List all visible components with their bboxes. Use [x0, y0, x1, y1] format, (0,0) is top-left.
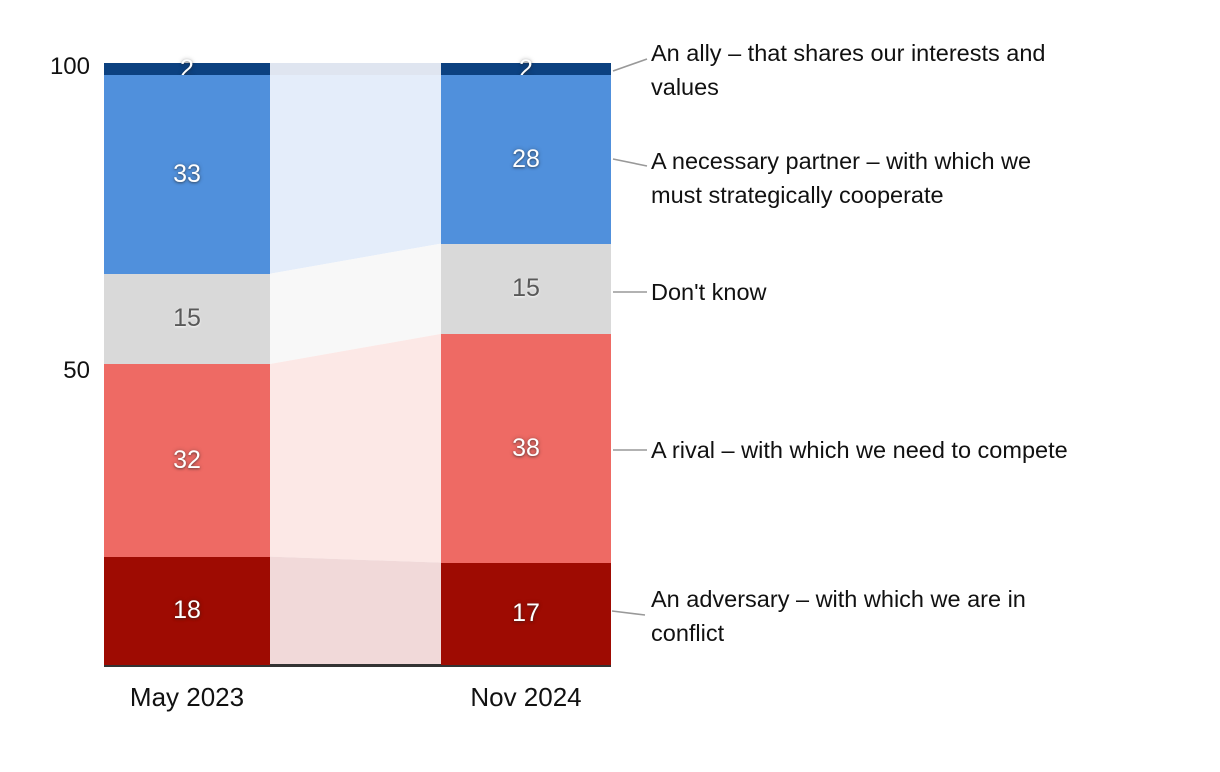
segment-value-label: 38 — [512, 433, 540, 462]
bar-segment: 33 — [104, 75, 270, 274]
leader-line-adversary — [611, 610, 646, 616]
bar-segment: 28 — [441, 75, 611, 244]
legend-label-adversary: An adversary – with which we are in conf… — [651, 586, 1026, 646]
segment-value-label: 33 — [173, 159, 201, 188]
segment-value-label: 32 — [173, 445, 201, 474]
connector-bands — [270, 63, 441, 665]
connector-band — [270, 75, 441, 274]
connector-band — [270, 556, 441, 665]
segment-value-label: 2 — [519, 54, 533, 83]
connector-band — [270, 63, 441, 76]
segment-value-label: 28 — [512, 144, 540, 173]
bar-segment: 15 — [104, 273, 270, 364]
legend-label-dont-know: Don't know — [651, 279, 767, 305]
bar-segment: 2 — [104, 54, 270, 83]
leader-line-ally — [612, 58, 648, 72]
legend-label-rival: A rival – with which we need to compete — [651, 437, 1068, 463]
segment-value-label: 15 — [173, 304, 201, 333]
bar-segment: 17 — [441, 562, 611, 665]
legend-label-ally: An ally – that shares our interests and … — [651, 40, 1046, 100]
x-label-may-2023: May 2023 — [129, 682, 245, 712]
connector-band — [270, 243, 441, 364]
bar-segment: 32 — [104, 364, 270, 557]
legend-label-partner: A necessary partner – with which we must… — [651, 148, 1032, 208]
connector-band — [270, 333, 441, 563]
y-axis-tick-100: 100 — [49, 53, 90, 80]
bar-segment: 18 — [104, 556, 270, 665]
bar-segment: 38 — [441, 333, 611, 563]
bar-segment: 15 — [441, 243, 611, 334]
bar-segment: 2 — [441, 54, 611, 83]
segment-value-label: 17 — [512, 599, 540, 628]
x-axis-line — [104, 664, 611, 667]
segment-value-label: 18 — [173, 596, 201, 625]
y-axis-tick-50: 50 — [63, 357, 90, 384]
leader-line-partner — [612, 158, 648, 167]
segment-value-label: 15 — [512, 274, 540, 303]
x-label-nov-2024: Nov 2024 — [470, 682, 582, 712]
plot-area: 2 33 15 32 18 2 28 15 38 17 — [104, 54, 611, 667]
segment-value-label: 2 — [180, 54, 194, 83]
